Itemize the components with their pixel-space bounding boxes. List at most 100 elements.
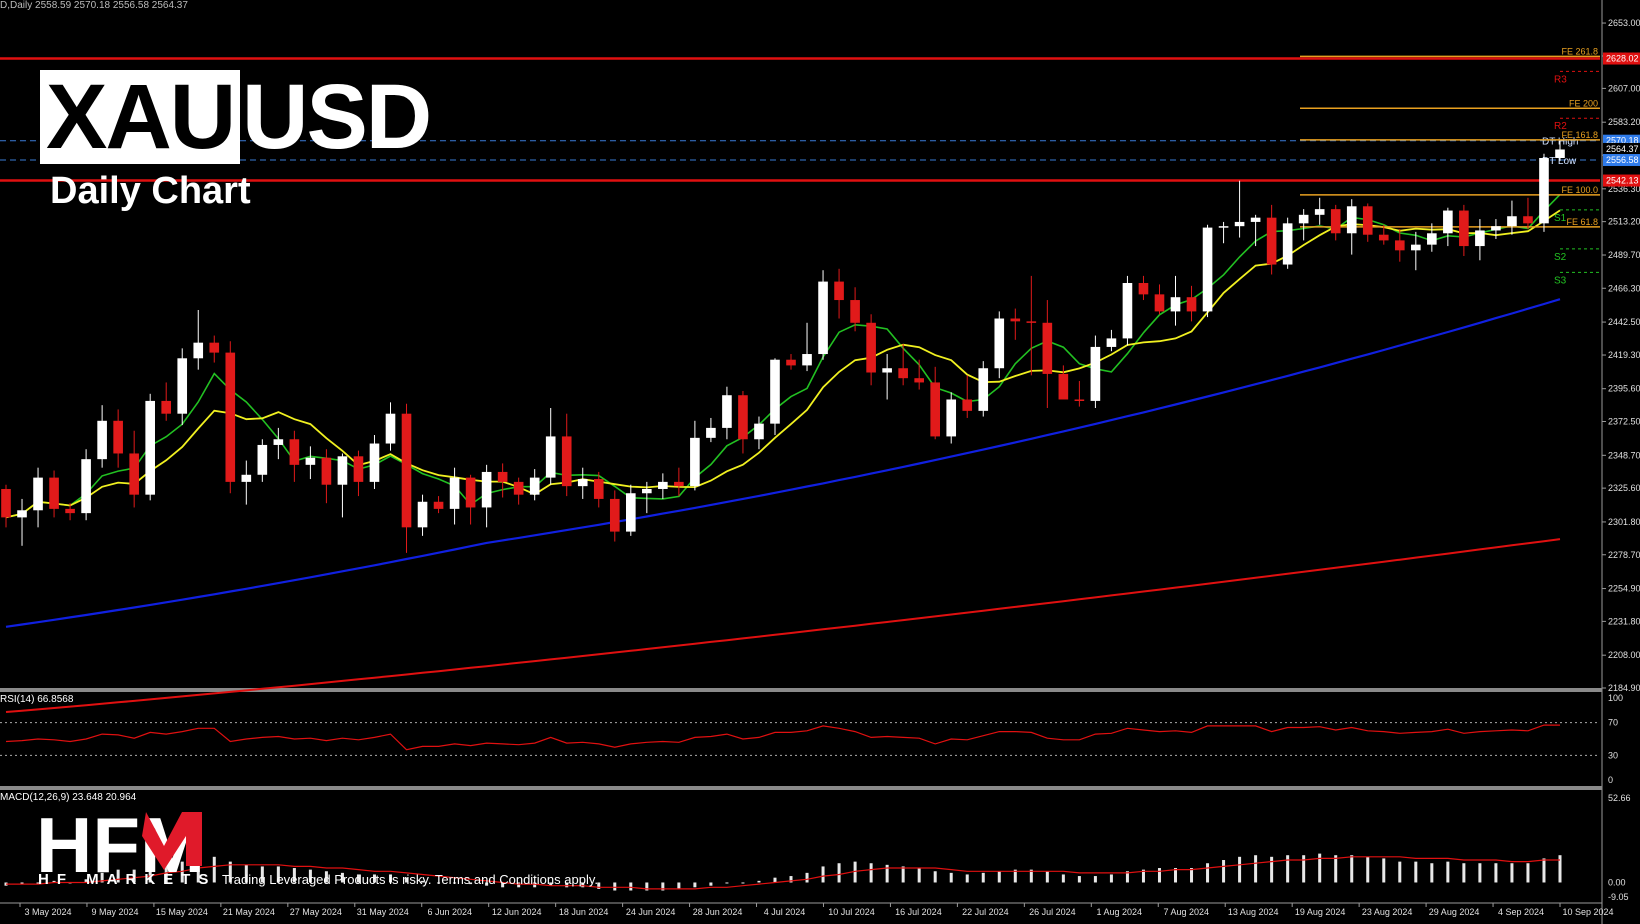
macd-histogram-bar (469, 882, 473, 885)
rsi-axis-label: 70 (1608, 718, 1618, 728)
candle-body (1138, 283, 1149, 295)
candle-body (754, 423, 764, 440)
pivot-label: R3 (1554, 74, 1567, 85)
candle-body (33, 477, 43, 511)
candle-body (49, 477, 59, 509)
price-tag-label: 2542.13 (1606, 176, 1639, 186)
candle-body (770, 359, 780, 424)
price-tick-label: 2395.60 (1608, 384, 1640, 394)
macd-histogram-bar (581, 882, 585, 888)
macd-histogram-bar (1366, 856, 1370, 883)
candle-body (625, 493, 636, 532)
hfm-logo-mark-icon (142, 812, 202, 870)
macd-histogram-bar (453, 882, 457, 884)
symbol-title-first: XAU (40, 70, 241, 164)
pivot-label: S2 (1554, 252, 1567, 263)
candle-body (337, 456, 348, 485)
candle-body (1282, 223, 1293, 265)
ma-long-line (5, 538, 1561, 713)
chart-subtitle: Daily Chart (50, 170, 251, 212)
price-tick-label: 2583.20 (1608, 117, 1640, 127)
macd-histogram-bar (1558, 855, 1562, 883)
candle-body (834, 281, 844, 301)
macd-histogram-bar (148, 866, 152, 883)
candle-body (882, 368, 892, 373)
candle-body (962, 399, 973, 411)
date-tick-label: 4 Jul 2024 (764, 907, 806, 917)
date-tick-label: 10 Sep 2024 (1562, 907, 1613, 917)
macd-histogram-bar (1302, 855, 1306, 883)
candle-body (353, 456, 364, 482)
candle-body (1010, 318, 1021, 322)
price-tag-box (1603, 154, 1640, 167)
candle-body (1026, 321, 1037, 323)
fe-level-label: FE 100.0 (1561, 185, 1598, 195)
macd-histogram-bar (372, 874, 376, 883)
candle-body (1058, 373, 1069, 400)
candle-body (1378, 234, 1389, 241)
macd-histogram-bar (1125, 871, 1129, 883)
macd-histogram-bar (741, 882, 745, 884)
macd-histogram-bar (308, 869, 312, 883)
candle-body (497, 471, 508, 482)
date-tick-label: 13 Aug 2024 (1228, 907, 1279, 917)
macd-histogram-bar (1542, 858, 1546, 883)
date-tick-label: 7 Aug 2024 (1163, 907, 1209, 917)
macd-histogram-bar (421, 880, 425, 883)
candle-body (738, 395, 748, 440)
macd-axis-label: -9.05 (1608, 892, 1629, 902)
macd-histogram-bar (725, 882, 729, 884)
rsi-axis-label: 30 (1608, 750, 1618, 760)
price-tick-label: 2231.80 (1608, 616, 1640, 626)
candle-body (129, 453, 139, 495)
macd-histogram-bar (36, 882, 40, 884)
fe-level-label: FE 261.8 (1561, 46, 1598, 56)
candle-body (1507, 216, 1517, 227)
macd-histogram-bar (405, 877, 409, 883)
macd-histogram-bar (100, 872, 104, 883)
candle-body (417, 501, 428, 528)
candle-body (529, 477, 540, 495)
macd-histogram-bar (949, 872, 953, 883)
dt-level-label: DT Low (1542, 156, 1577, 167)
candle-body (1539, 157, 1549, 224)
candle-body (722, 395, 732, 428)
price-tag-box (1603, 52, 1640, 65)
macd-histogram-bar (709, 882, 713, 886)
candle-body (1491, 226, 1501, 231)
date-tick-label: 26 Jul 2024 (1029, 907, 1076, 917)
candle-body (81, 459, 91, 514)
macd-histogram-bar (1174, 868, 1178, 883)
price-tick-label: 2254.90 (1608, 584, 1640, 594)
price-tick-label: 2607.00 (1608, 83, 1640, 93)
candle-body (1074, 399, 1085, 401)
macd-histogram-bar (933, 871, 937, 883)
candle-body (1443, 210, 1453, 234)
macd-histogram-bar (292, 868, 296, 883)
candle-body (1042, 322, 1053, 374)
macd-histogram-bar (244, 864, 248, 883)
candle-body (1298, 214, 1309, 224)
candle-body (914, 378, 924, 383)
macd-histogram-bar (260, 866, 264, 883)
candle-body (193, 342, 204, 359)
candle-body (561, 436, 572, 487)
price-axis: 2653.002629.802607.002583.202560.002536.… (1602, 18, 1640, 693)
moving-averages (5, 194, 1561, 713)
date-tick-label: 16 Jul 2024 (895, 907, 942, 917)
macd-histogram-bar (917, 868, 921, 883)
candle-body (289, 439, 300, 465)
macd-histogram-bar (517, 882, 521, 888)
macd-histogram-bar (501, 882, 505, 888)
date-tick-label: 29 Aug 2024 (1429, 907, 1480, 917)
date-tick-label: 22 Jul 2024 (962, 907, 1009, 917)
brand-tagline: HF MARKETS (38, 871, 217, 888)
macd-histogram-bar (773, 877, 777, 883)
macd-histogram-bar (549, 882, 553, 886)
macd-histogram-bar (1494, 863, 1498, 883)
candle-body (1394, 240, 1405, 251)
date-tick-label: 24 Jun 2024 (626, 907, 676, 917)
date-tick-label: 6 Jun 2024 (427, 907, 472, 917)
macd-histogram-bar (1061, 874, 1065, 883)
macd-histogram-bar (565, 882, 569, 888)
